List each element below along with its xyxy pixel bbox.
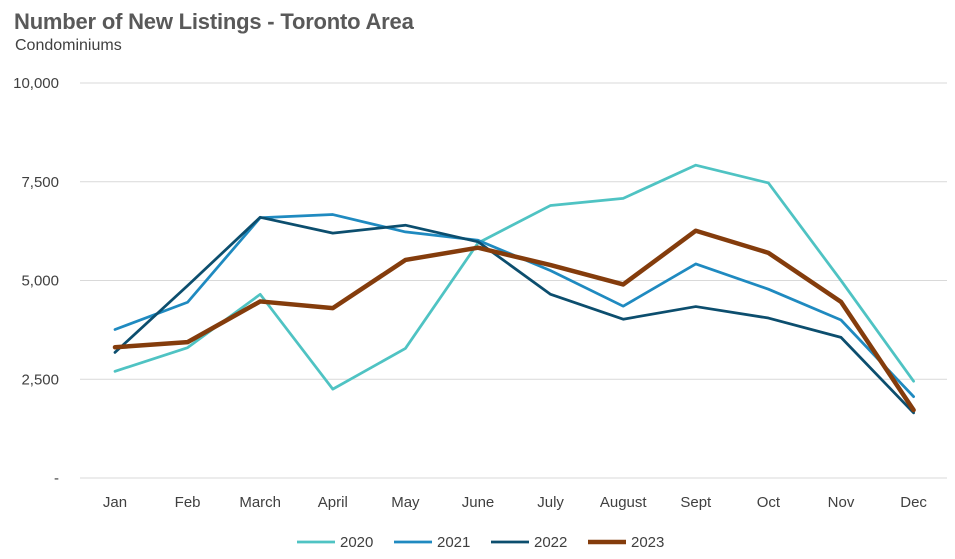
y-tick-label: 2,500 — [21, 371, 59, 388]
legend-label-2022: 2022 — [534, 534, 567, 551]
y-tick-label: - — [54, 470, 59, 487]
series-line-2020 — [113, 163, 915, 391]
y-axis-tick-labels: - 2,500 5,000 7,500 10,000 — [13, 75, 59, 487]
x-tick-label: Oct — [757, 494, 781, 511]
x-tick-label: June — [462, 494, 495, 511]
legend: 2020 2021 2022 2023 — [297, 534, 664, 551]
x-tick-label: Sept — [680, 494, 712, 511]
x-tick-label: July — [537, 494, 564, 511]
y-tick-label: 5,000 — [21, 273, 59, 290]
series-line-2023 — [112, 228, 916, 413]
x-tick-label: August — [600, 494, 648, 511]
series-lines — [112, 163, 916, 415]
gridlines — [80, 82, 947, 479]
series-line-2022 — [113, 215, 915, 415]
x-tick-label: Feb — [175, 494, 201, 511]
x-tick-label: Dec — [900, 494, 927, 511]
legend-label-2023: 2023 — [631, 534, 664, 551]
y-tick-label: 10,000 — [13, 75, 59, 92]
legend-label-2021: 2021 — [437, 534, 470, 551]
chart-subtitle: Condominiums — [15, 37, 122, 54]
x-axis-tick-labels: Jan Feb March April May June July August Sept Oct… — [103, 494, 928, 511]
x-tick-label: April — [318, 494, 348, 511]
x-tick-label: May — [391, 494, 420, 511]
x-tick-label: Jan — [103, 494, 127, 511]
x-tick-label: March — [239, 494, 281, 511]
legend-label-2020: 2020 — [340, 534, 373, 551]
x-tick-label: Nov — [828, 494, 855, 511]
y-tick-label: 7,500 — [21, 174, 59, 191]
chart-title: Number of New Listings - Toronto Area — [14, 9, 414, 34]
